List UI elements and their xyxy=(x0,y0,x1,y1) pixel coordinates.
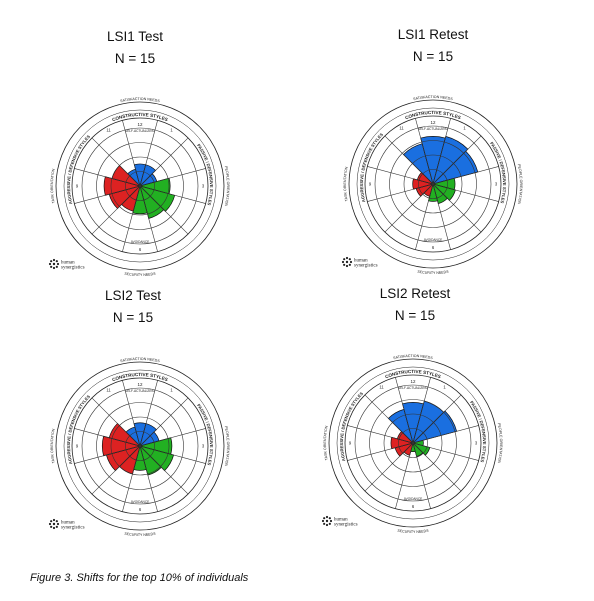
label-self-actualizing: SELF-ACTUALIZING xyxy=(125,389,156,393)
label-security-needs: SECURITY NEEDS xyxy=(417,270,449,275)
label-satisfaction-needs: SATISFACTION NEEDS xyxy=(120,357,161,363)
position-3-label: 3 xyxy=(202,184,205,189)
chart-title: LSI2 Test xyxy=(104,288,162,303)
label-task-orientation: TASK ORIENTATION xyxy=(50,168,56,204)
label-satisfaction-needs: SATISFACTION NEEDS xyxy=(120,97,161,103)
label-satisfaction-needs: SATISFACTION NEEDS xyxy=(413,95,454,101)
label-self-actualizing: SELF-ACTUALIZING xyxy=(398,386,429,390)
position-1-label: 1 xyxy=(170,127,173,132)
label-task-orientation: TASK ORIENTATION xyxy=(50,428,56,464)
label-task-orientation: TASK ORIENTATION xyxy=(343,166,349,202)
label-security-needs: SECURITY NEEDS xyxy=(397,529,429,534)
chart-title: LSI2 Retest xyxy=(379,286,451,301)
label-avoidance: AVOIDANCE xyxy=(131,240,150,244)
outer-rings xyxy=(348,99,518,269)
position-9-label: 9 xyxy=(76,444,79,449)
figure-caption: Figure 3. Shifts for the top 10% of indi… xyxy=(30,572,249,584)
position-9-label: 9 xyxy=(76,184,79,189)
chart-subtitle: N = 15 xyxy=(114,51,156,66)
chart-title: LSI1 Retest xyxy=(397,27,469,42)
position-11-label: 11 xyxy=(399,125,404,130)
chart-subtitle: N = 15 xyxy=(412,49,454,64)
brand-line2: synergistics xyxy=(334,523,358,528)
label-avoidance: AVOIDANCE xyxy=(404,497,423,501)
label-people-orientation: PEOPLE ORIENTATION xyxy=(517,164,523,205)
position-6-label: 6 xyxy=(139,507,142,512)
label-avoidance: AVOIDANCE xyxy=(131,500,150,504)
label-people-orientation: PEOPLE ORIENTATION xyxy=(224,426,230,467)
brand-line2: synergistics xyxy=(354,264,378,269)
position-1-label: 1 xyxy=(170,387,173,392)
position-11-label: 11 xyxy=(379,384,384,389)
label-satisfaction-needs: SATISFACTION NEEDS xyxy=(393,354,434,360)
position-12-label: 12 xyxy=(137,382,143,387)
chart-title: LSI1 Test xyxy=(106,29,164,44)
brand-line1: human xyxy=(61,261,75,266)
position-9-label: 9 xyxy=(369,182,372,187)
brand-line1: human xyxy=(354,259,368,264)
position-6-label: 6 xyxy=(432,245,435,250)
position-3-label: 3 xyxy=(475,441,478,446)
series-passive-defensive xyxy=(428,177,456,205)
label-people-orientation: PEOPLE ORIENTATION xyxy=(224,166,230,207)
series-constructive xyxy=(387,400,458,445)
position-6-label: 6 xyxy=(412,504,415,509)
position-12-label: 12 xyxy=(137,122,143,127)
grid xyxy=(74,120,206,252)
grid xyxy=(347,377,479,509)
brand-line2: synergistics xyxy=(61,526,85,531)
label-security-needs: SECURITY NEEDS xyxy=(124,532,156,537)
label-people-orientation: PEOPLE ORIENTATION xyxy=(497,423,503,464)
position-6-label: 6 xyxy=(139,247,142,252)
label-self-actualizing: SELF-ACTUALIZING xyxy=(418,127,449,131)
outer-rings xyxy=(55,101,225,271)
position-12-label: 12 xyxy=(430,120,436,125)
brand-line2: synergistics xyxy=(61,266,85,271)
series-passive-defensive xyxy=(132,177,176,219)
chart-subtitle: N = 15 xyxy=(112,310,154,325)
grid xyxy=(74,380,206,512)
brand-line1: human xyxy=(61,521,75,526)
label-security-needs: SECURITY NEEDS xyxy=(124,272,156,277)
outer-rings xyxy=(55,361,225,531)
chart-subtitle: N = 15 xyxy=(394,308,436,323)
outer-rings xyxy=(328,358,498,528)
label-self-actualizing: SELF-ACTUALIZING xyxy=(125,129,156,133)
grid xyxy=(367,118,499,250)
position-3-label: 3 xyxy=(202,444,205,449)
position-11-label: 11 xyxy=(106,127,111,132)
label-avoidance: AVOIDANCE xyxy=(424,238,443,242)
position-11-label: 11 xyxy=(106,387,111,392)
position-12-label: 12 xyxy=(410,379,416,384)
label-task-orientation: TASK ORIENTATION xyxy=(323,425,329,461)
series-constructive xyxy=(402,135,479,186)
brand-line1: human xyxy=(334,518,348,523)
position-3-label: 3 xyxy=(495,182,498,187)
position-9-label: 9 xyxy=(349,441,352,446)
position-1-label: 1 xyxy=(443,384,446,389)
position-1-label: 1 xyxy=(463,125,466,130)
